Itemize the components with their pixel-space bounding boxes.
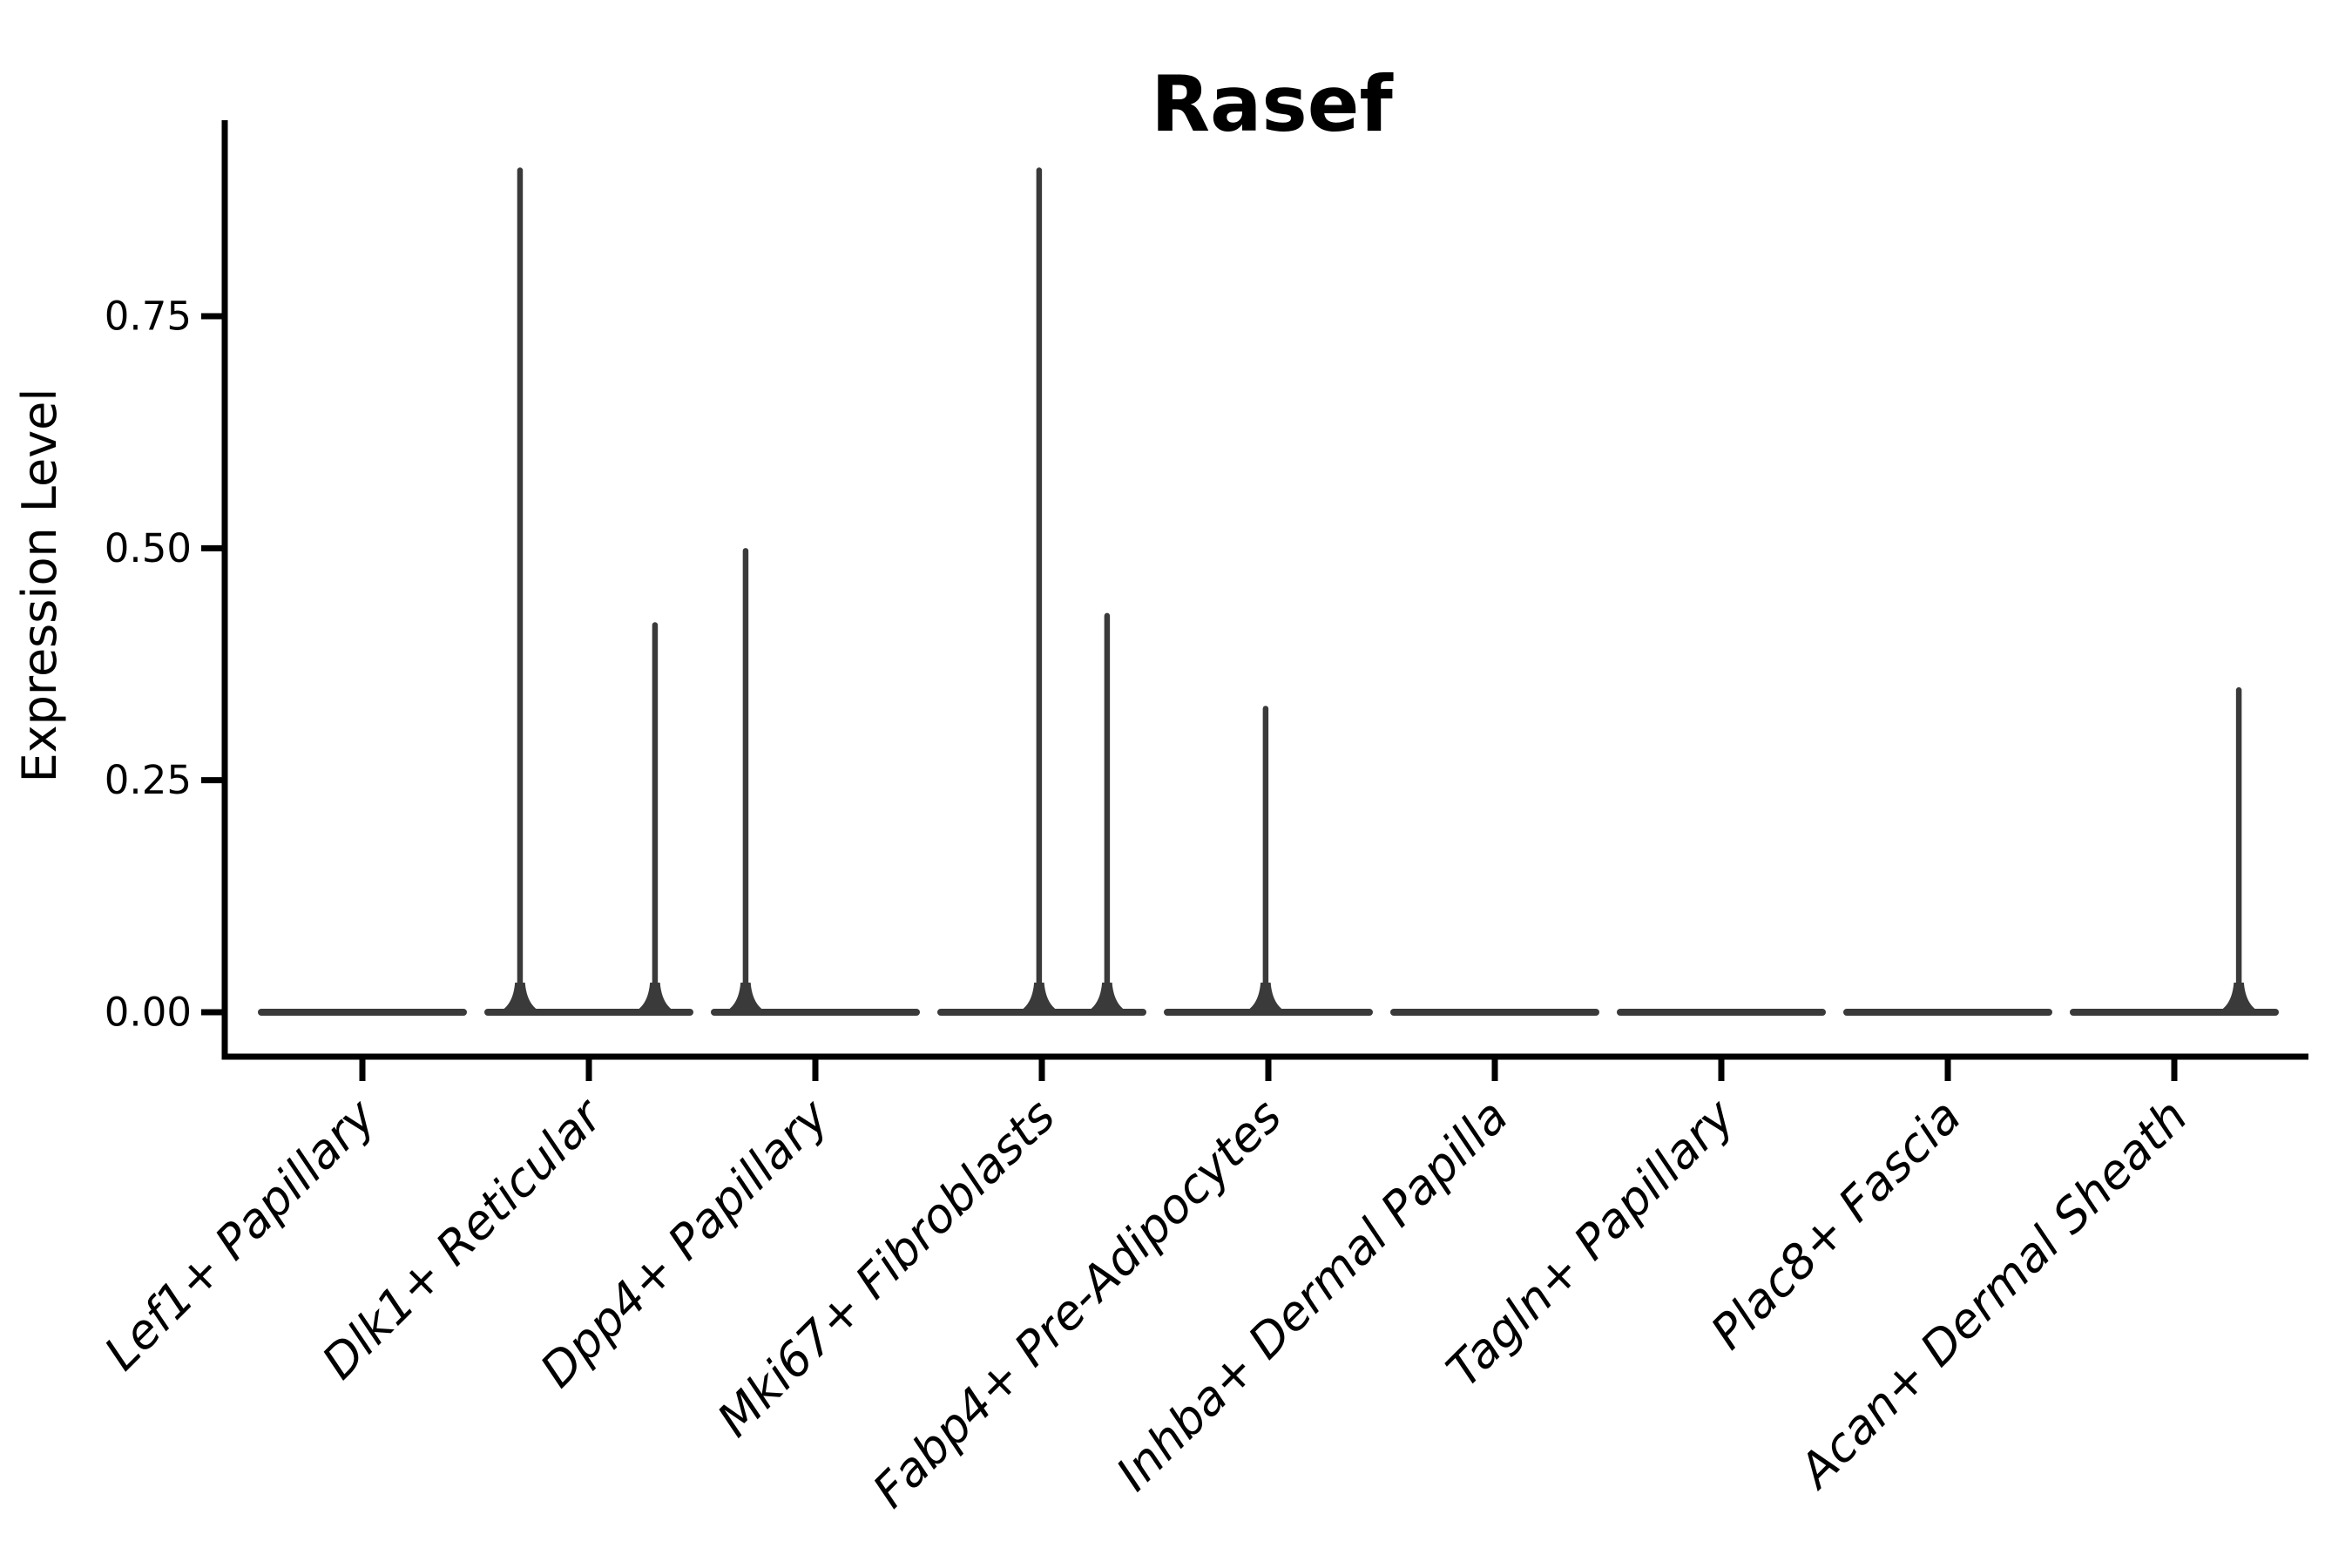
violin-tagln-papillary: [1617, 1009, 1826, 1016]
violin-body: [1390, 1009, 1599, 1016]
y-tick-label: 0.75: [105, 294, 192, 340]
violin-body: [258, 1009, 467, 1016]
y-tick-label: 0.25: [105, 757, 192, 803]
violin-dlk1-reticular: [484, 167, 693, 1016]
plot-title: Rasef: [1151, 59, 1394, 149]
violin-lef1-papillary: [258, 1009, 467, 1016]
x-tick-label-acan-dermal-sheath: Acan+ Dermal Sheath: [1787, 1089, 2198, 1500]
violin-body: [1843, 1009, 2052, 1016]
violin-inhba-dermal-papilla: [1390, 1009, 1599, 1016]
y-axis-label: Expression Level: [12, 389, 67, 783]
violin-body: [1617, 1009, 1826, 1016]
y-tick-label: 0.00: [105, 990, 192, 1036]
violins: [258, 167, 2279, 1016]
x-tick-label-fabp4-pre-adipocytes: Fabp4+ Pre-Adipocytes: [862, 1089, 1292, 1518]
violin-dpp4-papillary: [711, 548, 920, 1016]
violin-fabp4-pre-adipocytes: [1164, 706, 1373, 1016]
violin-plac8-fascia: [1843, 1009, 2052, 1016]
violin-mki67-fibroblasts: [937, 167, 1146, 1016]
x-tick-label-inhba-dermal-papilla: Inhba+ Dermal Papilla: [1105, 1089, 1518, 1502]
y-tick-label: 0.50: [105, 525, 192, 571]
violin-acan-dermal-sheath: [2070, 686, 2279, 1016]
